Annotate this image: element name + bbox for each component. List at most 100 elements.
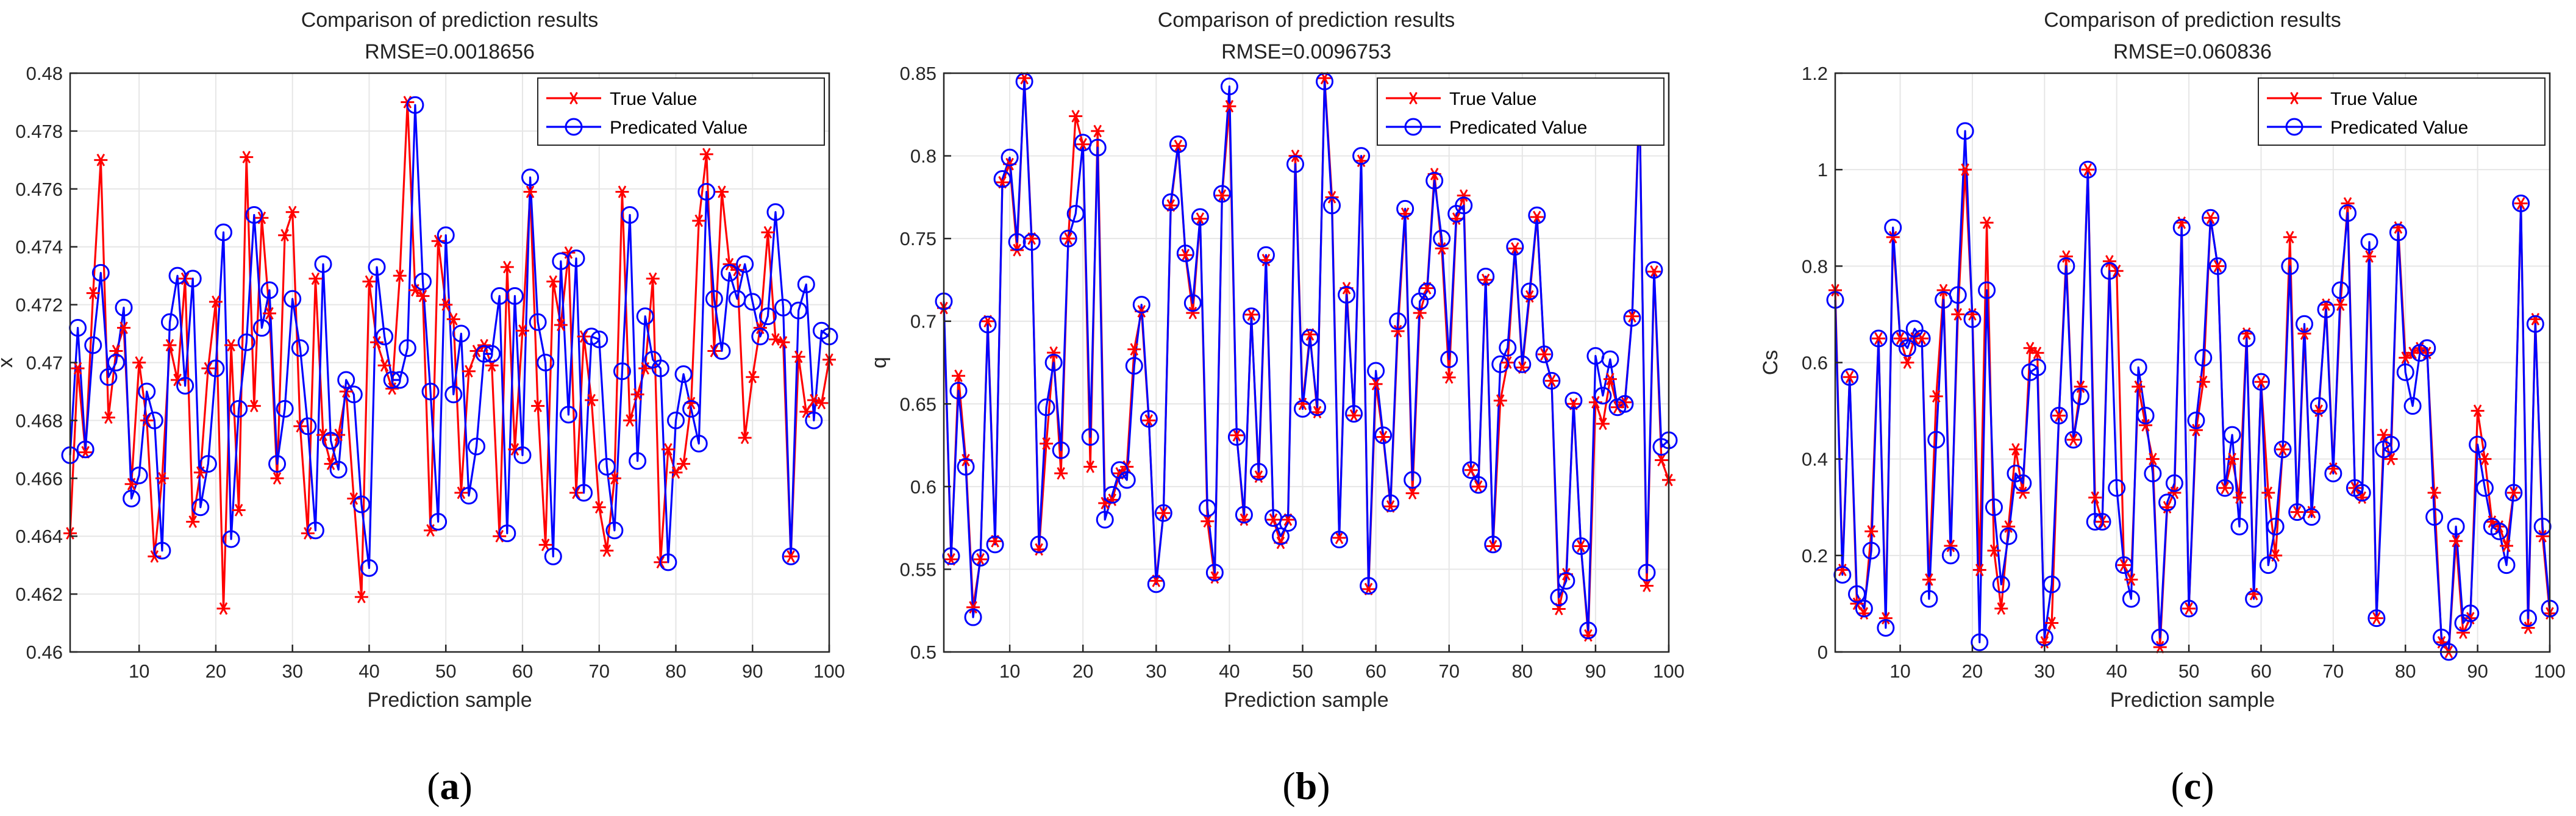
predicated-value-point <box>1913 329 1931 348</box>
predicated-value-point <box>1455 196 1473 215</box>
predicated-value-point <box>2281 257 2299 275</box>
predicated-value-point <box>957 457 975 476</box>
predicated-value-point <box>2490 522 2508 540</box>
true-value-point <box>1530 210 1544 224</box>
legend-label-predicated-value: Predicated Value <box>1449 118 1587 138</box>
true-value-point <box>1047 346 1061 359</box>
true-value-point <box>2499 539 2513 553</box>
predicated-value-point <box>2418 339 2436 357</box>
predicated-value-point <box>1557 571 1575 590</box>
y-tick-label: 0.85 <box>900 63 937 84</box>
true-value-point <box>2239 327 2253 340</box>
x-tick-label: 30 <box>2034 660 2055 682</box>
predicated-value-point <box>659 553 677 571</box>
predicated-value-point <box>2274 440 2292 459</box>
x-axis-label: Prediction sample <box>2110 689 2275 712</box>
true-value-point <box>2124 573 2138 586</box>
predicated-value-point <box>1535 345 1554 363</box>
predicated-value-point <box>605 521 624 540</box>
predicated-value-point <box>344 385 363 404</box>
predicated-value-point <box>1176 245 1194 263</box>
predicated-value-point <box>123 490 141 508</box>
panel-caption-letter: c <box>2184 764 2201 807</box>
true-value-point <box>2211 260 2225 273</box>
true-value-point <box>2160 501 2174 514</box>
predicated-value-point <box>1521 282 1539 301</box>
axes-frame <box>943 72 1670 653</box>
predicated-value-point <box>2475 479 2494 497</box>
predicated-value-point <box>1971 633 1989 651</box>
predicated-value-point <box>1147 575 1165 593</box>
predicated-value-point <box>2108 479 2126 497</box>
true-value-point <box>661 443 675 456</box>
true-value-point <box>1208 571 1222 584</box>
true-value-point <box>1493 394 1507 407</box>
true-value-point <box>508 443 522 456</box>
predicated-value-point <box>1118 471 1136 489</box>
x-tick-label: 80 <box>1512 660 1533 682</box>
true-value-point <box>270 471 284 485</box>
predicated-value-point <box>1308 398 1327 417</box>
predicated-value-point <box>1513 355 1532 373</box>
true-value-point <box>615 185 629 198</box>
true-value-point <box>1639 579 1654 592</box>
x-tick-label: 80 <box>2395 660 2416 682</box>
predicated-value-point <box>99 368 118 386</box>
predicated-value-point <box>805 411 823 429</box>
true-value-point <box>1040 437 1054 450</box>
true-value-point <box>600 544 614 557</box>
predicated-value-point <box>276 399 294 418</box>
y-tick-label: 0.7 <box>910 311 937 332</box>
predicated-value-point <box>2403 397 2422 415</box>
true-value-point <box>1076 138 1090 151</box>
true-value-point <box>1987 544 2001 557</box>
predicated-value-point <box>2172 218 2191 237</box>
predicated-value-point <box>2310 397 2328 415</box>
true-value-point <box>2521 621 2535 634</box>
true-value-point <box>1864 524 1878 538</box>
true-value-point <box>1157 506 1171 520</box>
true-value-point <box>347 492 361 505</box>
predicated-value-point <box>237 333 255 351</box>
true-value-point <box>2471 404 2485 417</box>
x-tick-label: 40 <box>359 660 379 682</box>
true-value-point <box>362 275 376 288</box>
predicated-value-point <box>1257 246 1275 264</box>
predicated-value-point <box>2432 628 2450 646</box>
predicated-value-point <box>2187 411 2205 429</box>
true-value-point <box>2002 520 2016 533</box>
chart-subtitle: RMSE=0.0096753 <box>1221 40 1391 63</box>
predicated-value-point <box>1037 398 1055 417</box>
predicated-value-point <box>1645 261 1663 279</box>
legend-marker-predicated-value <box>565 118 583 136</box>
true-value-point <box>677 457 691 470</box>
x-tick-label: 90 <box>2467 660 2488 682</box>
true-value-point <box>2449 534 2463 548</box>
predicated-value-point <box>2064 431 2083 449</box>
chart-subtitle: RMSE=0.060836 <box>2113 40 2272 63</box>
true-value-point <box>2261 486 2275 499</box>
true-value-point <box>1259 254 1273 267</box>
true-value-point <box>1230 429 1244 442</box>
predicated-value-point <box>291 339 309 357</box>
x-tick-label: 60 <box>512 660 533 682</box>
predicated-value-point <box>1985 498 2003 517</box>
predicated-value-point <box>1235 506 1253 524</box>
predicated-value-point <box>2072 387 2090 406</box>
predicated-value-point <box>437 226 455 245</box>
true-value-point <box>2456 626 2470 639</box>
predicated-value-point <box>1213 185 1231 203</box>
predicated-value-point <box>1440 350 1458 368</box>
predicated-value-point <box>1550 589 1568 607</box>
true-value-point <box>554 318 568 332</box>
x-tick-label: 70 <box>588 660 609 682</box>
chart-panel-a: 10 20 30 40 50 60 70 80 90 100 0.46 0.462 0.464 0.466… <box>0 9 845 807</box>
true-value-point <box>1980 216 1994 229</box>
true-value-point <box>1296 397 1310 410</box>
predicated-value-point <box>1469 476 1488 494</box>
true-value-point <box>2196 375 2210 388</box>
true-value-point <box>462 365 476 378</box>
predicated-value-point <box>1220 77 1238 96</box>
predicated-value-point <box>2129 358 2147 376</box>
predicated-value-point <box>613 362 631 381</box>
